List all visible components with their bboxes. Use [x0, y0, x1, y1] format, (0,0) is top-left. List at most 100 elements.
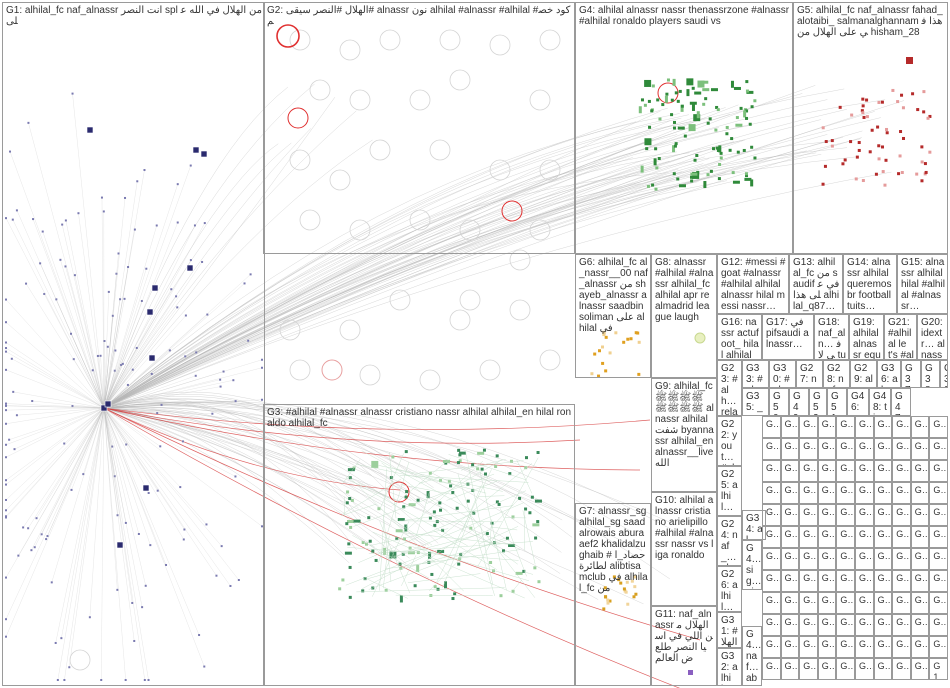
edge-fan	[5, 351, 105, 409]
node-g3	[428, 471, 432, 475]
node-g1	[114, 349, 117, 352]
node-g1	[181, 440, 184, 443]
node-g3	[341, 578, 345, 582]
edge-g3	[343, 496, 346, 517]
node-g3	[511, 515, 515, 519]
small-group-cell: G…	[929, 526, 948, 548]
edge-g3	[363, 538, 510, 581]
node-g4	[735, 116, 739, 120]
node-g4	[689, 101, 697, 105]
edge-g3	[516, 459, 533, 494]
small-group-cell: G…	[892, 460, 911, 482]
edge-fan	[103, 298, 125, 409]
node-g4	[676, 177, 680, 181]
group-pane-g25: G25: alhil… mee… 36_…	[717, 466, 742, 516]
node-g3	[455, 506, 459, 510]
small-group-label: G…	[840, 573, 855, 583]
small-group-label: G…	[784, 463, 800, 473]
small-group-label: G…	[933, 463, 948, 473]
isolate-circle	[489, 159, 511, 181]
group-label: G21: #alhilal let's #alna…	[888, 317, 914, 360]
group-pane-g29: G29: alna… beati…	[850, 360, 877, 388]
node-g4	[691, 103, 695, 111]
node-g4	[678, 89, 682, 93]
edge-fan	[103, 407, 135, 642]
small-group-cell: G…	[910, 548, 930, 570]
small-group-cell: G…	[873, 526, 893, 548]
node-g3	[389, 476, 393, 480]
node-g4	[640, 165, 644, 173]
node-g3	[456, 461, 460, 465]
node-g1	[150, 372, 153, 375]
small-group-label: G…	[877, 419, 893, 429]
node-g3	[344, 551, 352, 555]
edge-hub-1	[103, 138, 861, 409]
small-group-label: G…	[803, 573, 818, 583]
node-g3	[457, 562, 461, 566]
node-g1	[25, 282, 28, 285]
node-g3	[374, 558, 378, 562]
small-group-label: G…	[914, 529, 930, 539]
small-group-label: G…	[877, 441, 893, 451]
small-group-cell: G…	[836, 482, 855, 504]
small-group-cell: G…	[855, 592, 874, 614]
small-group-label: G…	[933, 419, 948, 429]
group-pane-g21: G21: #alhilal let's #alna…	[884, 314, 917, 360]
edge-hub-2	[103, 398, 426, 509]
small-group-cell: G…	[762, 438, 781, 460]
node-g1	[194, 374, 197, 377]
small-group-label: G…	[914, 463, 930, 473]
node-g1	[247, 339, 250, 342]
node-g4	[676, 99, 680, 103]
edge-hub-2	[103, 407, 350, 564]
group-pane-g46: G46: nas…	[847, 388, 869, 416]
group-label: G4… naf… abr…	[746, 629, 762, 685]
node-g3	[537, 580, 541, 584]
edge-fan	[9, 407, 105, 440]
edge-fan	[103, 184, 178, 409]
node-g11	[688, 670, 693, 675]
node-g5	[881, 170, 885, 174]
small-group-cell: G…	[855, 482, 874, 504]
edge-hub-1	[103, 109, 847, 409]
group-pane-g14: G14: alnassr alhilal queremos br footbal…	[843, 254, 897, 314]
node-g3	[532, 523, 540, 527]
small-group-cell: G…	[873, 416, 893, 438]
isolate-circle	[529, 219, 551, 241]
node-g4	[683, 134, 687, 138]
small-group-cell: G…	[873, 548, 893, 570]
node-g3	[347, 468, 355, 472]
small-group-cell: G…	[799, 416, 818, 438]
node-g4	[736, 150, 740, 154]
node-g1	[147, 679, 150, 681]
node-g4	[730, 80, 734, 88]
node-g1	[63, 679, 66, 681]
small-group-label: G…	[821, 573, 837, 583]
small-group-cell: G…	[892, 570, 911, 592]
node-g4	[748, 122, 752, 126]
node-g3	[518, 496, 522, 500]
node-g4	[719, 151, 723, 155]
group-pane-g22: G22: yout… #aln… vs #alh…	[717, 416, 742, 466]
edge-fan	[47, 407, 105, 537]
node-g4	[745, 89, 749, 93]
node-g4	[702, 102, 706, 106]
isolate-circle	[309, 79, 331, 101]
node-g3	[399, 595, 403, 603]
group-label: G19: alhilal alnassr equipo…	[853, 317, 881, 360]
node-g4	[733, 86, 741, 90]
node-g4	[644, 138, 652, 146]
node-g1	[5, 350, 7, 353]
node-g1	[27, 527, 30, 530]
node-g5	[902, 136, 906, 140]
node-g3	[489, 560, 493, 564]
node-g3	[346, 490, 350, 494]
node-g3	[497, 502, 501, 506]
small-group-label: G…	[803, 661, 818, 671]
node-g1	[149, 544, 152, 547]
node-g1	[45, 538, 48, 541]
node-g4	[691, 86, 695, 90]
isolate-circle	[69, 649, 91, 671]
edge-fan	[103, 407, 145, 681]
group-pane-g5: G5: alhilal_fc naf_alnassr fahad_alotaib…	[793, 2, 948, 254]
